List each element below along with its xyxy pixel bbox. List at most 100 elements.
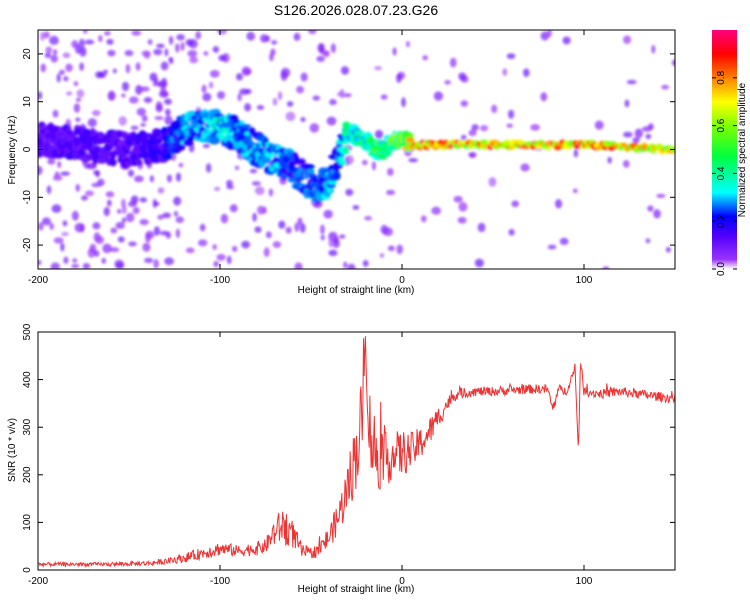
spectrogram-noise-blob bbox=[256, 105, 265, 110]
spectrogram-ridge-blob bbox=[109, 158, 117, 167]
spectrogram-noise-blob bbox=[323, 51, 330, 58]
spectrogram-noise-blob bbox=[128, 241, 137, 247]
spectrogram-noise-blob bbox=[125, 63, 131, 74]
spectrogram-noise-blob bbox=[374, 66, 382, 71]
spectrogram-noise-blob bbox=[488, 177, 497, 187]
spectrogram-y-tick-label: 10 bbox=[22, 96, 33, 108]
spectrogram-noise-blob bbox=[249, 168, 258, 174]
spectrogram-noise-blob bbox=[254, 226, 262, 233]
spectrogram-noise-blob bbox=[647, 205, 654, 212]
spectrogram-noise-blob bbox=[540, 31, 550, 41]
spectrogram-noise-blob bbox=[328, 249, 338, 257]
spectrogram-noise-blob bbox=[213, 260, 219, 268]
spectrogram-ridge-blob bbox=[306, 168, 315, 175]
spectrogram-noise-blob bbox=[293, 32, 301, 41]
spectrogram-noise-blob bbox=[180, 41, 185, 51]
spectrogram-noise-blob bbox=[396, 73, 402, 83]
spectrogram-noise-blob bbox=[506, 123, 514, 128]
spectrogram-y-tick-label: -20 bbox=[22, 237, 33, 252]
colorbar-ticks: 0.0 0.2 0.4 0.6 0.8 bbox=[712, 70, 737, 276]
spectrogram-noise-blob bbox=[320, 234, 325, 241]
spectrogram-noise-blob bbox=[386, 189, 396, 196]
spectrogram-noise-blob bbox=[95, 170, 101, 178]
spectrogram-noise-blob bbox=[115, 221, 125, 230]
spectrogram-noise-blob bbox=[165, 231, 172, 239]
spectrogram-noise-blob bbox=[72, 258, 78, 263]
spectrogram-noise-blob bbox=[239, 88, 249, 95]
spectrogram-noise-blob bbox=[107, 49, 116, 57]
spectrogram-image bbox=[38, 30, 675, 269]
colorbar-gradient bbox=[712, 30, 737, 269]
spectrogram-noise-blob bbox=[632, 137, 640, 144]
spectrogram-noise-blob bbox=[45, 46, 53, 54]
spectrogram-noise-blob bbox=[345, 188, 354, 196]
spectrogram-noise-blob bbox=[125, 212, 135, 223]
spectrogram-noise-blob bbox=[145, 230, 155, 239]
spectrogram-noise-blob bbox=[477, 222, 486, 233]
spectrogram-noise-blob bbox=[232, 245, 238, 252]
colorbar: 0.0 0.2 0.4 0.6 0.8 Normalized spectral ampl… bbox=[712, 30, 748, 276]
spectrogram-noise-blob bbox=[52, 109, 59, 118]
spectrogram-noise-blob bbox=[431, 206, 441, 215]
snr-y-ticks: 0 100 200 300 400 500 bbox=[22, 323, 675, 573]
spectrogram-noise-blob bbox=[110, 227, 118, 234]
spectrogram-noise-blob bbox=[121, 81, 130, 92]
spectrogram-noise-blob bbox=[187, 49, 198, 58]
spectrogram-noise-blob bbox=[623, 35, 632, 45]
spectrogram-ridge-blob bbox=[240, 124, 252, 129]
spectrogram-noise-blob bbox=[546, 30, 552, 38]
spectrogram-noise-blob bbox=[147, 39, 153, 45]
spectrogram-ridge-blob bbox=[101, 152, 113, 158]
spectrogram-noise-blob bbox=[312, 95, 321, 101]
spectrogram-noise-blob bbox=[422, 55, 428, 61]
spectrogram-noise-blob bbox=[297, 217, 303, 226]
spectrogram-noise-blob bbox=[185, 247, 195, 254]
snr-x-tick-label: 100 bbox=[576, 576, 593, 587]
spectrogram-noise-blob bbox=[82, 262, 91, 269]
snr-x-tick-label: -200 bbox=[28, 576, 48, 587]
spectrogram-noise-blob bbox=[555, 198, 563, 209]
spectrogram-noise-blob bbox=[156, 43, 165, 49]
spectrogram-noise-blob bbox=[379, 253, 385, 258]
spectrogram-noise-blob bbox=[364, 215, 373, 221]
spectrogram-noise-blob bbox=[155, 101, 163, 110]
spectrogram-noise-blob bbox=[103, 206, 110, 217]
spectrogram-noise-blob bbox=[52, 49, 58, 55]
spectrogram-noise-blob bbox=[347, 263, 356, 269]
spectrogram-x-ticks: -200 -100 0 100 bbox=[28, 30, 593, 286]
snr-x-label: Height of straight line (km) bbox=[298, 584, 415, 595]
spectrogram-noise-blob bbox=[63, 76, 69, 82]
spectrogram-noise-blob bbox=[387, 245, 395, 251]
spectrogram-noise-blob bbox=[332, 239, 340, 248]
spectrogram-noise-blob bbox=[202, 143, 210, 149]
spectrogram-noise-blob bbox=[142, 242, 151, 252]
spectrogram-ridge-blob bbox=[295, 158, 306, 165]
colorbar-tick-label: 0.2 bbox=[716, 214, 727, 228]
spectrogram-noise-blob bbox=[449, 57, 457, 68]
spectrogram-noise-blob bbox=[71, 40, 79, 49]
spectrogram-noise-blob bbox=[320, 224, 325, 235]
spectrogram-noise-blob bbox=[271, 40, 278, 45]
spectrogram-noise-blob bbox=[102, 243, 112, 254]
spectrogram-noise-blob bbox=[241, 240, 251, 249]
spectrogram-ridge-blob bbox=[54, 130, 66, 137]
spectrogram-noise-blob bbox=[140, 86, 150, 92]
colorbar-tick-label: 0.8 bbox=[716, 70, 727, 84]
spectrogram-noise-blob bbox=[264, 35, 271, 42]
snr-y-tick-label: 100 bbox=[22, 514, 33, 531]
snr-x-ticks: -200 -100 0 100 bbox=[28, 332, 593, 587]
spectrogram-noise-blob bbox=[133, 175, 144, 183]
spectrogram-noise-blob bbox=[420, 215, 427, 223]
spectrogram-noise-blob bbox=[362, 260, 369, 267]
spectrogram-noise-blob bbox=[340, 66, 350, 75]
spectrogram-noise-blob bbox=[176, 34, 185, 41]
snr-series-line bbox=[38, 336, 675, 569]
spectrogram-noise-blob bbox=[270, 48, 276, 56]
spectrogram-ridge-blob bbox=[227, 114, 239, 121]
spectrogram-noise-blob bbox=[201, 84, 207, 94]
spectrogram-noise-blob bbox=[75, 97, 82, 103]
spectrogram-noise-blob bbox=[307, 30, 317, 35]
spectrogram-noise-blob bbox=[174, 43, 180, 53]
spectrogram-noise-blob bbox=[653, 209, 661, 219]
